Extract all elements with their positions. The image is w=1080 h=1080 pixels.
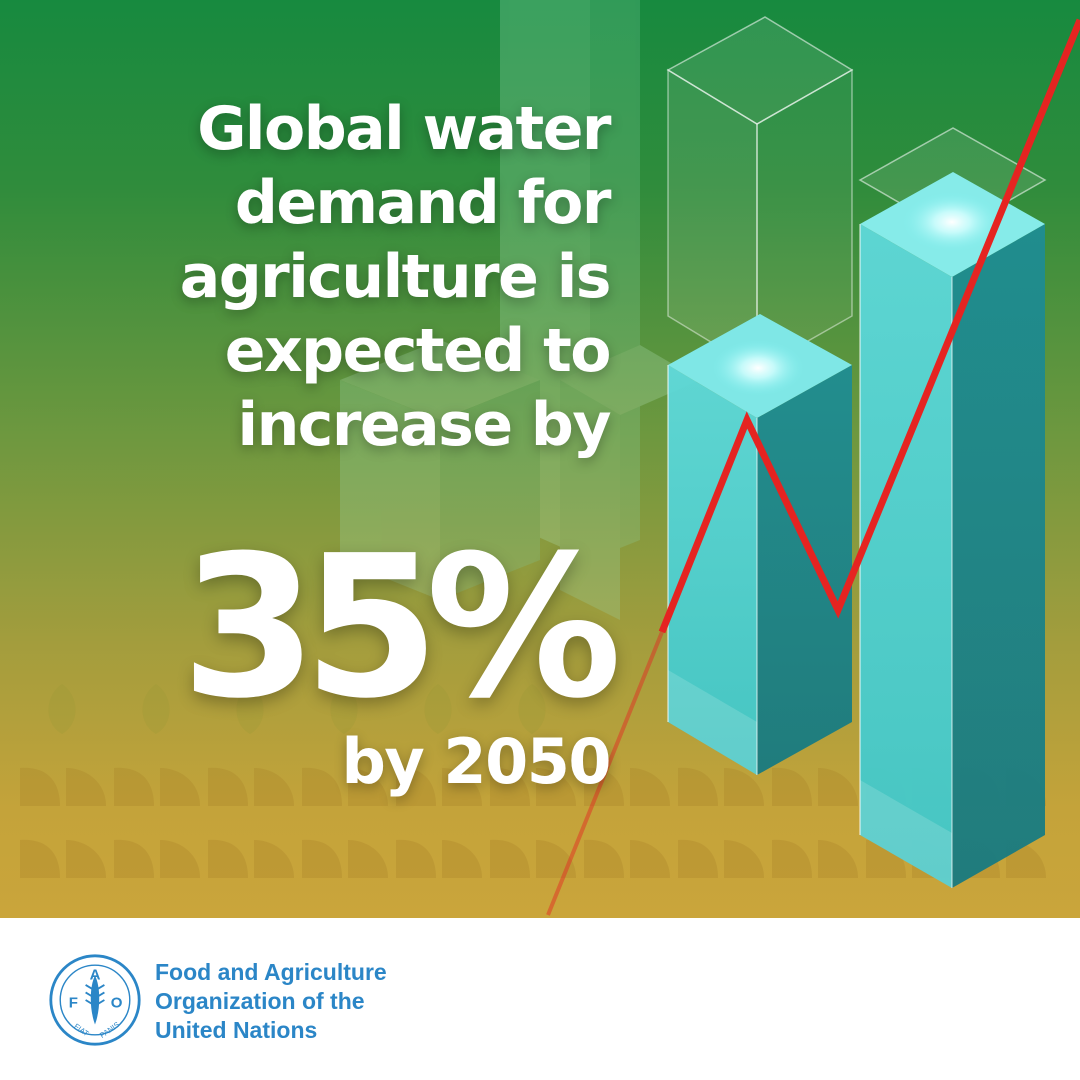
chart-illustration	[340, 0, 1080, 916]
logo-letter-a: A	[90, 966, 101, 983]
headline-line: Global water	[197, 94, 611, 164]
headline: Global water demand for agriculture is e…	[10, 92, 612, 462]
glass-column-icon	[667, 314, 852, 775]
logo-motto-fiat: FIAT	[72, 1022, 90, 1039]
logo-letter-f: F	[69, 995, 78, 1012]
stat-year: by 2050	[341, 725, 612, 798]
glass-column-icon	[666, 16, 854, 372]
headline-line: expected to	[224, 316, 612, 386]
footer: A F O FIAT PANIS Food and Agriculture Or…	[0, 918, 1080, 1080]
organization-name-line: Food and Agriculture	[155, 959, 387, 985]
headline-line: demand for	[234, 168, 612, 238]
organization-name-line: Organization of the	[155, 988, 365, 1014]
fao-logo-icon: A F O FIAT PANIS	[49, 954, 141, 1046]
headline-line: agriculture is	[179, 242, 612, 312]
logo-letter-o: O	[111, 995, 123, 1012]
glass-column-icon	[859, 172, 1045, 888]
organization-name-line: United Nations	[155, 1017, 318, 1043]
infographic-poster: Global water demand for agriculture is e…	[0, 0, 1080, 918]
stat-percent: 35%	[180, 514, 622, 742]
headline-line: increase by	[237, 390, 612, 460]
trend-line-icon	[546, 18, 1080, 916]
organization-name: Food and Agriculture Organization of the…	[155, 958, 387, 1045]
background-glass-column	[340, 0, 700, 620]
